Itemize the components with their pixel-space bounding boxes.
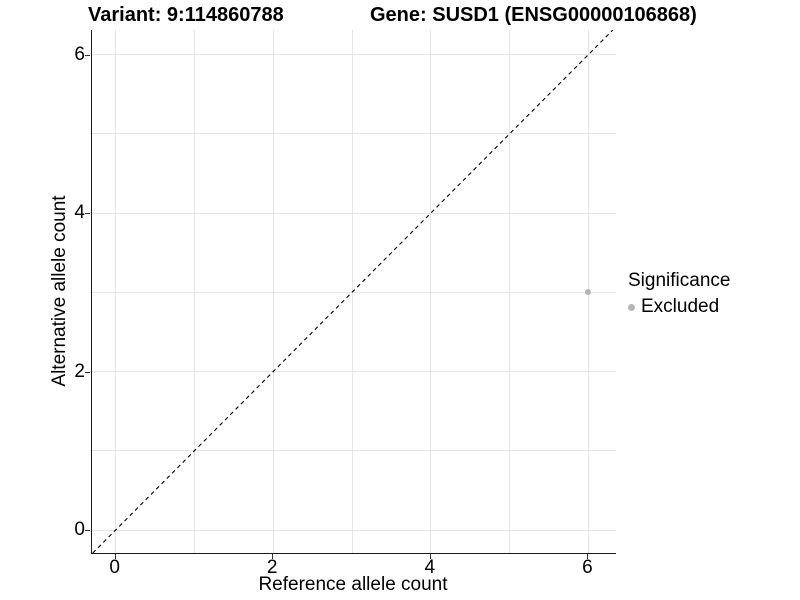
gridline-horizontal: [92, 291, 616, 293]
x-axis-tick: [114, 554, 116, 559]
y-axis-tick: [85, 371, 90, 373]
x-axis-tick-label: 0: [109, 557, 120, 578]
x-axis-title: Reference allele count: [258, 574, 448, 595]
y-axis-tick: [85, 213, 90, 215]
y-axis-tick-label: 6: [74, 43, 85, 65]
x-axis-tick-label: 6: [582, 557, 593, 578]
y-axis-tick: [85, 54, 90, 56]
legend-point-icon: [628, 303, 635, 311]
x-axis-tick: [272, 554, 274, 559]
y-axis-tick-label: 4: [74, 202, 85, 224]
legend-item-excluded[interactable]: Excluded: [628, 296, 730, 318]
x-axis-tick: [587, 554, 589, 559]
y-axis-tick-label: 0: [74, 519, 85, 541]
gridline-horizontal: [92, 212, 616, 214]
gridline-horizontal: [92, 450, 616, 452]
gridline-vertical: [509, 30, 511, 553]
gridline-horizontal: [92, 371, 616, 373]
y-axis-title: Alternative allele count: [49, 195, 70, 387]
legend: Significance Excluded: [628, 270, 730, 318]
legend-title: Significance: [628, 270, 731, 291]
plot-panel: [91, 30, 616, 554]
gridline-vertical: [430, 30, 432, 553]
y-axis-tick: [85, 530, 90, 532]
plot-title-gene: Gene: SUSD1 (ENSG00000106868): [370, 4, 697, 26]
legend-item-label: Excluded: [641, 296, 720, 317]
data-point[interactable]: [585, 289, 592, 296]
gridline-horizontal: [92, 133, 616, 135]
gridline-horizontal: [92, 529, 616, 531]
gridline-horizontal: [92, 54, 616, 56]
x-axis-tick: [429, 554, 431, 559]
x-axis-tick-label: 4: [424, 557, 436, 578]
y-axis-tick-label: 2: [74, 360, 85, 382]
x-axis-tick-label: 2: [266, 557, 278, 578]
plot-title-variant: Variant: 9:114860788: [88, 4, 284, 26]
